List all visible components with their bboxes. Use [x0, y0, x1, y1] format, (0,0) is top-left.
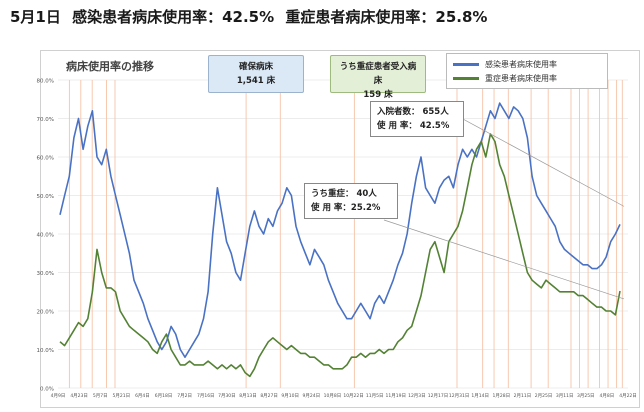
- y-tick-label: 10.0%: [37, 348, 54, 354]
- x-tick-label: 3月25日: [577, 393, 595, 399]
- legend-swatch-severe: [453, 77, 479, 80]
- chart-frame: [40, 50, 640, 408]
- x-tick-label: 8月27日: [260, 393, 278, 399]
- legend-label-infect: 感染患者病床使用率: [485, 60, 557, 69]
- x-tick-label: 4月22日: [619, 393, 637, 399]
- y-tick-label: 20.0%: [37, 310, 54, 316]
- series-line-infect: [59, 102, 621, 359]
- y-tick-label: 80.0%: [37, 79, 54, 85]
- headline-date: 5月1日: [10, 8, 61, 26]
- callout-severe-count: うち重症： 40人: [311, 189, 377, 199]
- x-tick-label: 10月22日: [343, 393, 363, 399]
- x-tick-label: 9月10日: [281, 393, 299, 399]
- headline-infect-rate: 感染患者病床使用率：42.5%: [72, 8, 275, 26]
- x-tick-label: 6月4日: [135, 393, 150, 399]
- x-tick-label: 12月31日: [449, 393, 469, 399]
- secured-beds-title: 確保病床: [238, 62, 273, 72]
- x-tick-label: 7月30日: [218, 393, 236, 399]
- x-tick-label: 8月13日: [239, 393, 257, 399]
- x-tick-label: 10月8日: [324, 393, 342, 399]
- x-tick-label: 5月21日: [113, 393, 131, 399]
- callout-inpatients: 入院者数： 655人 使 用 率： 42.5%: [370, 101, 464, 137]
- chart-title: 病床使用率の推移: [66, 60, 154, 73]
- callout-inpatients-count: 入院者数： 655人: [377, 107, 449, 117]
- legend-item-infect: 感染患者病床使用率: [453, 59, 557, 70]
- headline-severe-rate: 重症患者病床使用率：25.8%: [285, 8, 488, 26]
- x-tick-label: 9月24日: [303, 393, 321, 399]
- y-tick-label: 30.0%: [37, 271, 54, 277]
- x-tick-label: 4月8日: [600, 393, 615, 399]
- legend-item-severe: 重症患者病床使用率: [453, 73, 557, 84]
- x-tick-label: 12月17日: [428, 393, 448, 399]
- y-tick-label: 0.0%: [40, 387, 54, 393]
- y-tick-label: 40.0%: [37, 233, 54, 239]
- y-tick-label: 50.0%: [37, 194, 54, 200]
- x-tick-label: 7月2日: [177, 393, 192, 399]
- callout-connector-infect: [449, 111, 625, 207]
- secured-beds-box: 確保病床 1,541 床: [208, 55, 304, 93]
- legend-swatch-infect: [453, 63, 479, 66]
- callout-inpatients-rate: 使 用 率： 42.5%: [377, 121, 450, 131]
- x-tick-label: 5月7日: [93, 393, 108, 399]
- x-tick-label: 4月9日: [51, 393, 66, 399]
- legend: 感染患者病床使用率 重症患者病床使用率: [446, 53, 608, 89]
- series-line-severe: [59, 133, 621, 378]
- callout-severe: うち重症： 40人 使 用 率：25.2%: [304, 183, 398, 219]
- severe-beds-value: 159 床: [363, 90, 393, 100]
- x-tick-label: 6月18日: [155, 393, 173, 399]
- y-tick-label: 70.0%: [37, 117, 54, 123]
- secured-beds-value: 1,541 床: [236, 76, 276, 86]
- severe-beds-title: うち重症患者受入病床: [339, 62, 417, 86]
- x-tick-label: 3月11日: [556, 393, 574, 399]
- severe-beds-box: うち重症患者受入病床 159 床: [330, 55, 426, 100]
- y-tick-label: 60.0%: [37, 156, 54, 162]
- legend-label-severe: 重症患者病床使用率: [485, 74, 557, 83]
- callout-severe-rate: 使 用 率：25.2%: [311, 203, 381, 213]
- x-tick-label: 2月11日: [514, 393, 532, 399]
- x-tick-label: 11月5日: [366, 393, 384, 399]
- x-tick-label: 1月14日: [471, 393, 489, 399]
- headline: 5月1日 感染患者病床使用率：42.5% 重症患者病床使用率：25.8%: [10, 6, 493, 27]
- callout-connector-severe: [383, 219, 625, 300]
- x-tick-label: 4月23日: [70, 393, 88, 399]
- x-tick-label: 11月19日: [386, 393, 406, 399]
- x-tick-label: 7月16日: [197, 393, 215, 399]
- x-tick-label: 2月25日: [535, 393, 553, 399]
- x-tick-label: 12月3日: [408, 393, 426, 399]
- x-tick-label: 1月28日: [493, 393, 511, 399]
